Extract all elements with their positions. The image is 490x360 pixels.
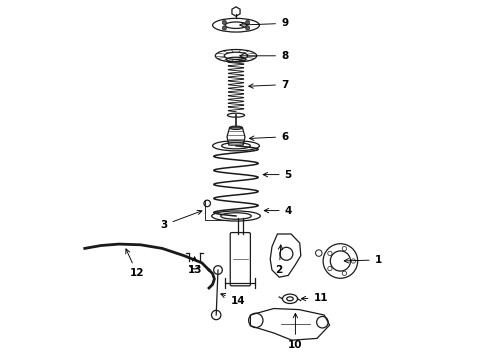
Text: 7: 7: [249, 80, 289, 90]
Text: 9: 9: [240, 18, 288, 28]
Circle shape: [222, 20, 226, 24]
Text: 3: 3: [160, 210, 202, 230]
Text: 1: 1: [344, 255, 382, 265]
Text: 8: 8: [240, 51, 288, 61]
Circle shape: [222, 26, 226, 30]
Text: 5: 5: [263, 170, 292, 180]
Text: 14: 14: [221, 293, 245, 306]
Text: 10: 10: [288, 314, 303, 350]
Text: 4: 4: [264, 206, 292, 216]
Circle shape: [245, 20, 250, 24]
Text: 12: 12: [126, 249, 144, 278]
Text: 2: 2: [275, 245, 283, 275]
Text: 13: 13: [187, 257, 202, 275]
Text: 6: 6: [249, 132, 288, 142]
Text: 11: 11: [301, 293, 328, 303]
Circle shape: [245, 26, 250, 30]
